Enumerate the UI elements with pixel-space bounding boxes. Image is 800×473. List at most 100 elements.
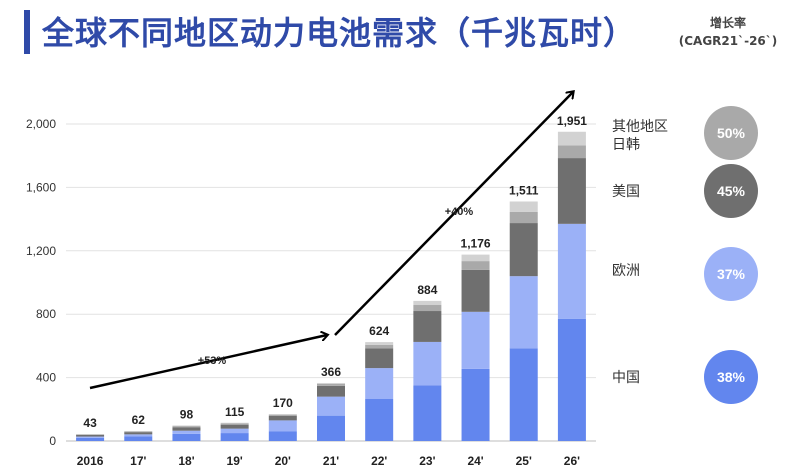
bar-segment xyxy=(365,368,394,399)
bar-segment xyxy=(413,311,442,342)
bar-segment xyxy=(220,424,249,429)
bar-segment xyxy=(461,261,490,270)
growth-badge-china: 38% xyxy=(704,350,758,404)
bar-segment xyxy=(365,398,394,441)
bar-segment xyxy=(413,385,442,441)
bar-segment xyxy=(172,430,201,434)
growth-badge-europe-value: 37% xyxy=(716,266,746,282)
bar-segment xyxy=(461,368,490,441)
y-tick-label: 1,200 xyxy=(26,244,56,258)
bar-total-label: 43 xyxy=(83,416,97,430)
bar-segment xyxy=(557,145,586,159)
bar-total-label: 884 xyxy=(417,283,437,297)
region-label-japan-korea: 日韩 xyxy=(612,137,640,153)
bar-segment xyxy=(365,342,394,345)
x-tick-label: 2016 xyxy=(77,454,104,468)
bar-segment xyxy=(461,311,490,369)
region-label-us: 美国 xyxy=(612,184,640,200)
bar-total-label: 1,176 xyxy=(461,237,491,251)
bar-segment xyxy=(365,344,394,349)
bar-segment xyxy=(172,427,201,431)
bar-segment xyxy=(509,348,538,441)
bar-segment xyxy=(76,436,105,438)
bar-segment xyxy=(220,422,249,424)
bar-segment xyxy=(76,434,105,437)
title-accent-bar xyxy=(24,10,30,54)
bar-segment xyxy=(317,396,345,416)
bar-segment xyxy=(172,426,201,428)
bar-segment xyxy=(76,437,105,441)
bar-segment xyxy=(413,305,442,312)
growth-annotation-early: +53% xyxy=(198,355,227,367)
bar-segment xyxy=(509,223,538,277)
bar-segment xyxy=(172,425,201,427)
bar-segment xyxy=(268,420,297,432)
bar-segment xyxy=(317,415,345,441)
growth-badge-europe: 37% xyxy=(704,247,758,301)
bar-segment xyxy=(124,432,153,435)
bar-segment xyxy=(557,223,586,319)
y-tick-label: 0 xyxy=(49,434,56,448)
chart-title: 全球不同地区动力电池需求（千兆瓦时） xyxy=(42,14,637,52)
x-tick-label: 25' xyxy=(516,454,532,468)
x-tick-label: 21' xyxy=(323,454,339,468)
bar-segment xyxy=(557,318,586,441)
growth-annotation-late: +40% xyxy=(445,206,474,218)
growth-badge-japan-korea-value: 50% xyxy=(716,125,746,141)
y-tick-label: 1,600 xyxy=(26,180,56,194)
bar-segment xyxy=(220,433,249,441)
bar-segment xyxy=(413,341,442,386)
trend-arrow-early xyxy=(89,335,327,390)
region-label-other: 其他地区 xyxy=(612,119,668,135)
growth-badge-us-value: 45% xyxy=(716,183,746,199)
bar-total-label: 98 xyxy=(180,407,194,421)
bar-segment xyxy=(268,414,297,415)
x-tick-label: 18' xyxy=(178,454,194,468)
x-tick-label: 17' xyxy=(130,454,146,468)
bar-segment xyxy=(124,436,153,441)
growth-rate-subtitle: (CAGR21`-26`) xyxy=(678,34,778,48)
bar-segment xyxy=(461,269,490,312)
bar-segment xyxy=(509,201,538,212)
bar-total-label: 624 xyxy=(369,324,389,338)
bar-total-label: 1,951 xyxy=(557,114,587,128)
x-tick-label: 23' xyxy=(419,454,435,468)
growth-badge-china-value: 38% xyxy=(716,369,746,385)
x-tick-label: 19' xyxy=(227,454,243,468)
region-label-europe: 欧洲 xyxy=(612,263,640,279)
y-tick-label: 400 xyxy=(36,371,56,385)
bar-total-label: 1,511 xyxy=(509,184,539,198)
bar-segment xyxy=(220,428,249,434)
bar-segment xyxy=(268,431,297,441)
bar-segment xyxy=(557,131,586,146)
growth-badge-japan-korea: 50% xyxy=(704,106,758,160)
bar-segment xyxy=(509,211,538,224)
bar-segment xyxy=(509,276,538,349)
x-tick-label: 26' xyxy=(564,454,580,468)
bar-segment xyxy=(317,382,345,384)
bar-segment xyxy=(413,300,442,306)
bar-total-label: 62 xyxy=(132,413,146,427)
bar-segment xyxy=(365,348,394,369)
bar-segment xyxy=(124,434,153,437)
growth-rate-header: 增长率 (CAGR21`-26`) xyxy=(668,14,788,50)
bar-segment xyxy=(268,415,297,421)
x-tick-label: 24' xyxy=(467,454,483,468)
bar-segment xyxy=(268,414,297,416)
x-tick-label: 20' xyxy=(275,454,291,468)
bar-total-label: 115 xyxy=(225,405,245,419)
bar-total-label: 366 xyxy=(321,365,341,379)
trend-arrow-late xyxy=(334,92,573,336)
bar-segment xyxy=(220,423,249,425)
bar-segment xyxy=(317,385,345,397)
growth-rate-title: 增长率 xyxy=(709,16,746,30)
bar-total-label: 170 xyxy=(273,396,293,410)
y-tick-label: 2,000 xyxy=(26,117,56,131)
bar-segment xyxy=(461,254,490,262)
region-label-china: 中国 xyxy=(612,370,640,386)
growth-badge-us: 45% xyxy=(704,164,758,218)
bar-segment xyxy=(557,158,586,224)
y-tick-label: 800 xyxy=(36,307,56,321)
bar-segment xyxy=(172,433,201,441)
